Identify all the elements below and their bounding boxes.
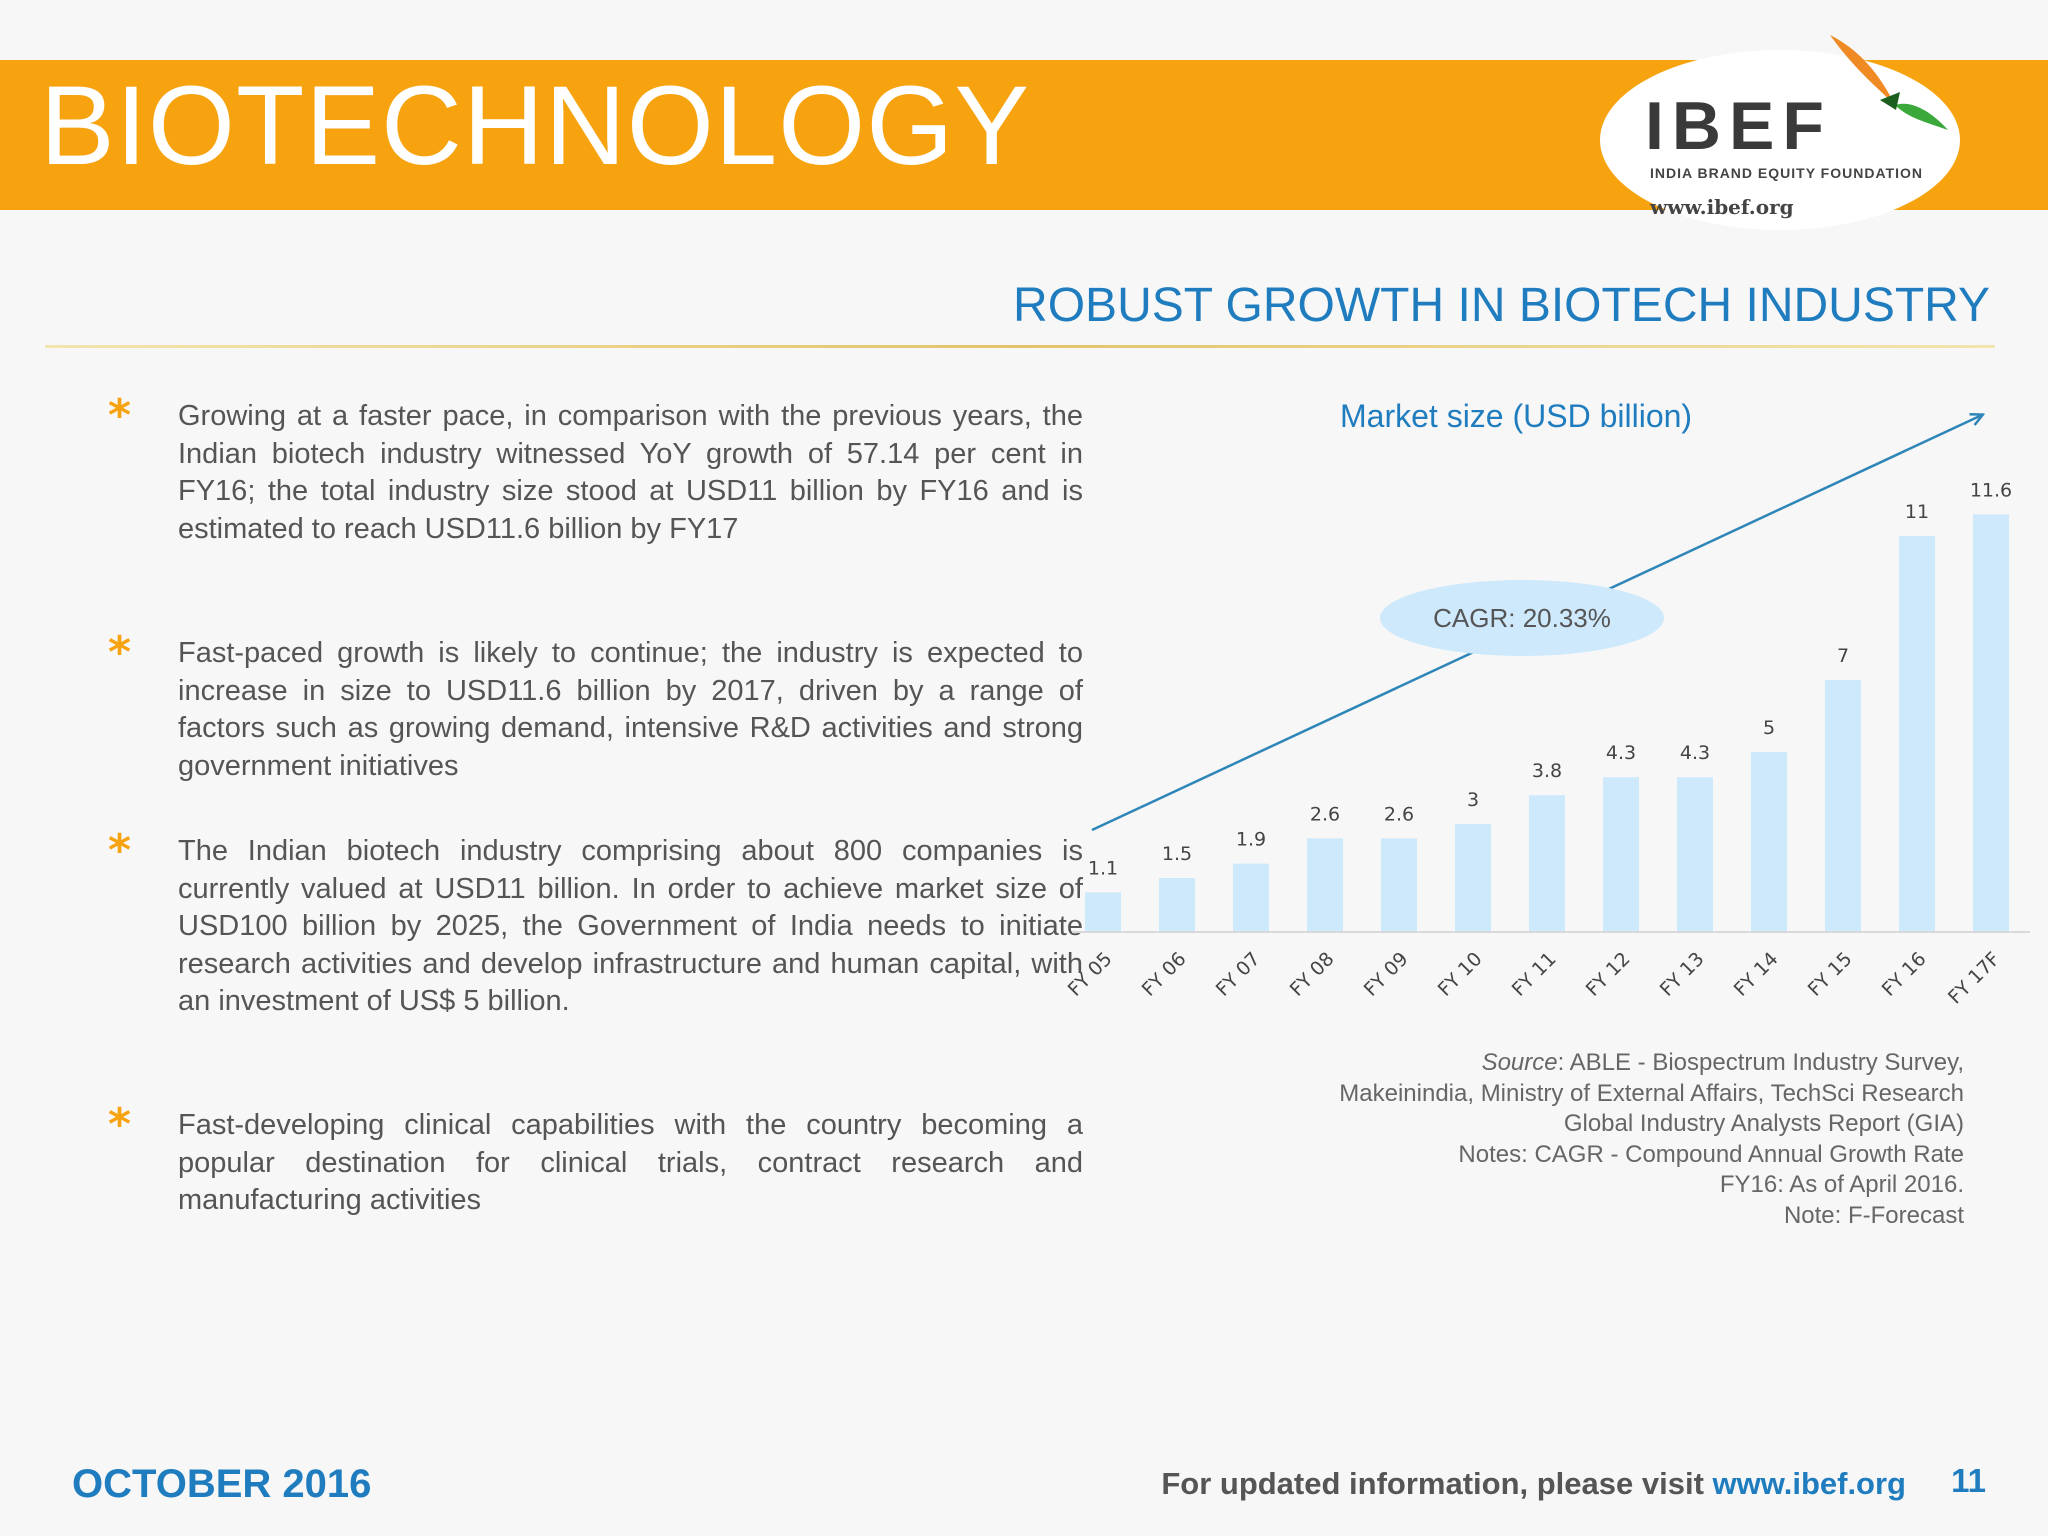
x-tick-label: FY 05	[1064, 948, 1117, 1001]
x-tick-label: FY 07	[1212, 948, 1265, 1001]
source-lead: Source	[1481, 1049, 1558, 1076]
x-tick-label: FY 12	[1582, 948, 1635, 1001]
data-label: 7	[1837, 645, 1849, 667]
bullet-text: Growing at a faster pace, in comparison …	[178, 400, 1083, 545]
page-title: BIOTECHNOLOGY	[40, 63, 1031, 188]
x-tick-label: FY 10	[1434, 948, 1487, 1001]
bullet-item: * Fast-developing clinical capabilities …	[108, 1103, 1083, 1220]
source-notes: Source: ABLE - Biospectrum Industry Surv…	[1339, 1048, 1964, 1231]
logo-wordmark: IBEF	[1645, 88, 1832, 164]
data-label: 3	[1467, 789, 1479, 811]
logo-tagline: INDIA BRAND EQUITY FOUNDATION	[1650, 165, 1923, 181]
data-label: 11	[1905, 501, 1929, 523]
asterisk-icon: *	[108, 825, 132, 876]
bird-logo-icon	[1830, 35, 1948, 130]
bullet-text: Fast-paced growth is likely to continue;…	[178, 637, 1083, 782]
bar-fy11	[1529, 795, 1565, 932]
bar-fy16	[1899, 536, 1935, 932]
x-tick-label: FY 09	[1360, 948, 1413, 1001]
data-label: 2.6	[1384, 803, 1414, 825]
page-number: 11	[1951, 1462, 1986, 1499]
data-label: 11.6	[1970, 479, 2012, 501]
x-tick-label: FY 14	[1730, 948, 1783, 1001]
logo-url[interactable]: www.ibef.org	[1650, 195, 1794, 219]
asterisk-icon: *	[108, 390, 132, 441]
source-line: Source: ABLE - Biospectrum Industry Surv…	[1481, 1049, 1964, 1076]
bar-fy13	[1677, 777, 1713, 932]
bullet-item: * The Indian biotech industry comprising…	[108, 829, 1083, 1021]
asterisk-icon: *	[108, 1099, 132, 1150]
x-tick-label: FY 06	[1138, 948, 1191, 1001]
data-label: 2.6	[1310, 803, 1340, 825]
bullet-item: * Growing at a faster pace, in compariso…	[108, 394, 1083, 548]
footer-visit-text: For updated information, please visit ww…	[1161, 1466, 1906, 1501]
bar-fy12	[1603, 777, 1639, 932]
x-tick-label: FY 16	[1878, 948, 1931, 1001]
bar-fy05	[1085, 892, 1121, 932]
bullet-item: * Fast-paced growth is likely to continu…	[108, 631, 1083, 785]
source-line: Makeinindia, Ministry of External Affair…	[1339, 1079, 1964, 1107]
bar-fy09	[1381, 838, 1417, 932]
asterisk-icon: *	[108, 627, 132, 678]
data-label: 3.8	[1532, 760, 1562, 782]
source-line: Notes: CAGR - Compound Annual Growth Rat…	[1458, 1140, 1964, 1168]
bullet-text: Fast-developing clinical capabilities wi…	[178, 1109, 1083, 1216]
footer-date: OCTOBER 2016	[72, 1462, 372, 1506]
market-size-chart: 1.1 1.5 1.9 2.6 2.6 3 3.8 4.3 4.3 5 7 11 11.6 FY 05 F…	[1064, 400, 2030, 1009]
data-label: 5	[1763, 717, 1775, 739]
data-label: 1.1	[1088, 857, 1118, 879]
bar-fy07	[1233, 863, 1269, 932]
x-tick-label: FY 11	[1508, 948, 1561, 1001]
bar-fy06	[1159, 878, 1195, 932]
data-label: 4.3	[1680, 742, 1710, 764]
chart-title: Market size (USD billion)	[1340, 398, 1693, 434]
bar-fy15	[1825, 680, 1861, 932]
bullet-text: The Indian biotech industry comprising a…	[178, 835, 1083, 1017]
bar-fy14	[1751, 752, 1787, 932]
bar-fy17f	[1973, 514, 2009, 932]
bar-fy08	[1307, 838, 1343, 932]
bar-fy10	[1455, 824, 1491, 932]
cagr-bubble	[1380, 580, 1664, 656]
source-line: FY16: As of April 2016.	[1719, 1171, 1964, 1198]
source-line: Global Industry Analysts Report (GIA)	[1563, 1110, 1964, 1137]
cagr-label: CAGR: 20.33%	[1433, 603, 1611, 633]
data-label: 1.9	[1236, 829, 1266, 851]
ibef-logo[interactable]	[1600, 50, 1960, 230]
x-tick-label: FY 17F	[1944, 948, 2005, 1009]
footer-url-link[interactable]: www.ibef.org	[1712, 1466, 1906, 1501]
divider	[45, 345, 1995, 348]
section-subtitle: ROBUST GROWTH IN BIOTECH INDUSTRY	[1013, 279, 1990, 332]
data-label: 4.3	[1606, 742, 1636, 764]
x-tick-label: FY 15	[1804, 948, 1857, 1001]
data-label: 1.5	[1162, 843, 1192, 865]
x-tick-label: FY 08	[1286, 948, 1339, 1001]
x-tick-label: FY 13	[1656, 948, 1709, 1001]
source-line: Note: F-Forecast	[1783, 1201, 1964, 1229]
